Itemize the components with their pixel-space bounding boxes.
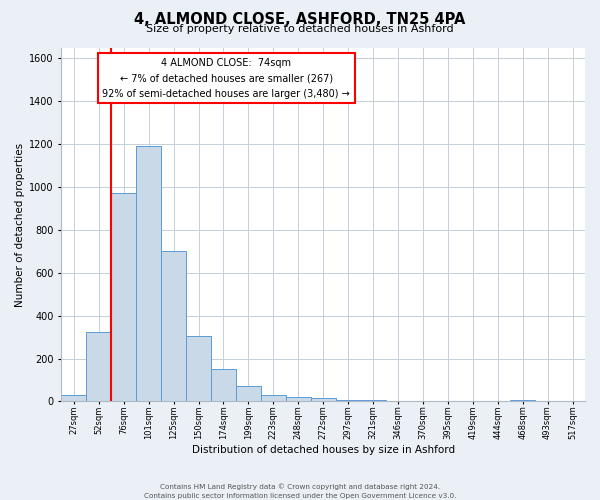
Bar — [86, 332, 111, 402]
X-axis label: Distribution of detached houses by size in Ashford: Distribution of detached houses by size … — [191, 445, 455, 455]
Text: 4, ALMOND CLOSE, ASHFORD, TN25 4PA: 4, ALMOND CLOSE, ASHFORD, TN25 4PA — [134, 12, 466, 28]
Text: 4 ALMOND CLOSE:  74sqm
← 7% of detached houses are smaller (267)
92% of semi-det: 4 ALMOND CLOSE: 74sqm ← 7% of detached h… — [103, 58, 350, 98]
Bar — [261, 395, 286, 402]
Bar — [510, 400, 535, 402]
Bar — [361, 400, 386, 402]
Bar — [335, 400, 361, 402]
Bar — [311, 398, 335, 402]
Bar — [61, 395, 86, 402]
Bar — [386, 401, 410, 402]
Bar — [136, 146, 161, 402]
Bar — [161, 252, 186, 402]
Bar — [560, 401, 585, 402]
Bar — [236, 386, 261, 402]
Y-axis label: Number of detached properties: Number of detached properties — [15, 142, 25, 306]
Bar — [111, 194, 136, 402]
Text: Contains HM Land Registry data © Crown copyright and database right 2024.
Contai: Contains HM Land Registry data © Crown c… — [144, 484, 456, 499]
Bar — [211, 369, 236, 402]
Bar — [186, 336, 211, 402]
Bar — [286, 397, 311, 402]
Text: Size of property relative to detached houses in Ashford: Size of property relative to detached ho… — [146, 24, 454, 34]
